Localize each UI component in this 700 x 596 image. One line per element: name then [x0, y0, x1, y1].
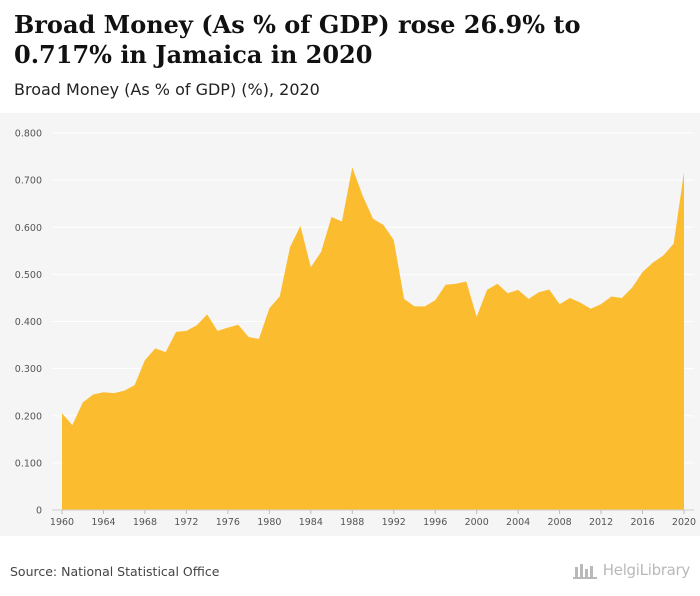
- x-tick-label: 1972: [174, 517, 198, 528]
- data-point: [403, 298, 405, 300]
- data-point: [621, 297, 623, 299]
- data-point: [496, 283, 498, 285]
- x-tick-label: 2004: [506, 517, 530, 528]
- brand-mark[interactable]: HelgiLibrary: [572, 561, 691, 579]
- data-point: [196, 324, 198, 326]
- data-point: [424, 305, 426, 307]
- library-logo-icon: [572, 564, 597, 579]
- x-tick-label: 1996: [423, 517, 447, 528]
- data-point: [465, 280, 467, 282]
- data-point: [144, 359, 146, 361]
- data-point: [527, 298, 529, 300]
- data-point: [154, 347, 156, 349]
- y-tick-label: 0.300: [15, 364, 42, 375]
- data-point: [662, 254, 664, 256]
- data-point: [279, 295, 281, 297]
- y-tick-label: 0.700: [15, 176, 42, 187]
- data-point: [579, 301, 581, 303]
- y-tick-label: 0.400: [15, 317, 42, 328]
- data-point: [413, 305, 415, 307]
- data-point: [227, 326, 229, 328]
- data-point: [71, 424, 73, 426]
- data-point: [92, 393, 94, 395]
- data-point: [538, 291, 540, 293]
- source-note: Source: National Statistical Office: [10, 564, 220, 579]
- brand-name: HelgiLibrary: [602, 561, 691, 579]
- data-point: [164, 351, 166, 353]
- data-point: [641, 271, 643, 273]
- data-point: [444, 284, 446, 286]
- data-point: [361, 194, 363, 196]
- data-point: [610, 295, 612, 297]
- data-point: [133, 384, 135, 386]
- data-point: [299, 225, 301, 227]
- y-tick-label: 0.100: [15, 458, 42, 469]
- x-tick-label: 1964: [91, 517, 115, 528]
- data-point: [82, 401, 84, 403]
- data-point: [258, 338, 260, 340]
- chart-area: 0 0.100 0.200 0.300 0.400 0.500 0.600 0.700 0.80…: [15, 129, 696, 529]
- data-point: [382, 224, 384, 226]
- x-tick-label: 2008: [548, 517, 572, 528]
- x-tick-label: 2016: [630, 517, 654, 528]
- y-tick-label: 0.500: [15, 270, 42, 281]
- x-tick-label: 1984: [299, 517, 323, 528]
- x-tick-label: 1968: [133, 517, 157, 528]
- x-tick-label: 2000: [465, 517, 489, 528]
- chart-title: Broad Money (As % of GDP) rose 26.9% to …: [14, 10, 581, 69]
- footer: Source: National Statistical Office Helg…: [0, 549, 700, 596]
- x-tick-label: 1980: [257, 517, 281, 528]
- data-point: [102, 391, 104, 393]
- x-tick-label: 1988: [340, 517, 364, 528]
- data-point: [590, 308, 592, 310]
- x-tick-label: 2020: [672, 517, 696, 528]
- x-tick-label: 1992: [382, 517, 406, 528]
- data-point: [372, 218, 374, 220]
- data-point: [123, 390, 125, 392]
- data-point: [320, 251, 322, 253]
- data-point: [247, 336, 249, 338]
- data-point: [393, 239, 395, 241]
- data-point: [475, 316, 477, 318]
- data-point: [600, 303, 602, 305]
- x-tick-label: 1960: [50, 517, 74, 528]
- data-point: [289, 246, 291, 248]
- data-point: [268, 307, 270, 309]
- data-point: [175, 331, 177, 333]
- data-point: [652, 261, 654, 263]
- data-point: [206, 313, 208, 315]
- data-point: [507, 292, 509, 294]
- data-point: [341, 220, 343, 222]
- data-point: [237, 324, 239, 326]
- data-point: [455, 283, 457, 285]
- data-point: [569, 297, 571, 299]
- data-point: [351, 166, 353, 168]
- data-point: [61, 412, 63, 414]
- data-point: [216, 330, 218, 332]
- x-tick-label: 1976: [216, 517, 240, 528]
- data-point: [434, 299, 436, 301]
- data-point: [548, 288, 550, 290]
- data-point: [330, 216, 332, 218]
- y-tick-label: 0.800: [15, 129, 42, 140]
- data-point: [558, 303, 560, 305]
- broad-money-area: [62, 167, 684, 510]
- chart-subtitle: Broad Money (As % of GDP) (%), 2020: [14, 80, 320, 99]
- y-tick-label: 0.600: [15, 223, 42, 234]
- data-point: [672, 243, 674, 245]
- data-point: [486, 289, 488, 291]
- data-point: [517, 289, 519, 291]
- x-tick-label: 2012: [589, 517, 613, 528]
- y-tick-label: 0.200: [15, 411, 42, 422]
- data-point: [683, 171, 685, 173]
- y-tick-label: 0: [36, 506, 42, 517]
- data-point: [185, 330, 187, 332]
- data-point: [310, 266, 312, 268]
- data-point: [113, 392, 115, 394]
- data-point: [631, 286, 633, 288]
